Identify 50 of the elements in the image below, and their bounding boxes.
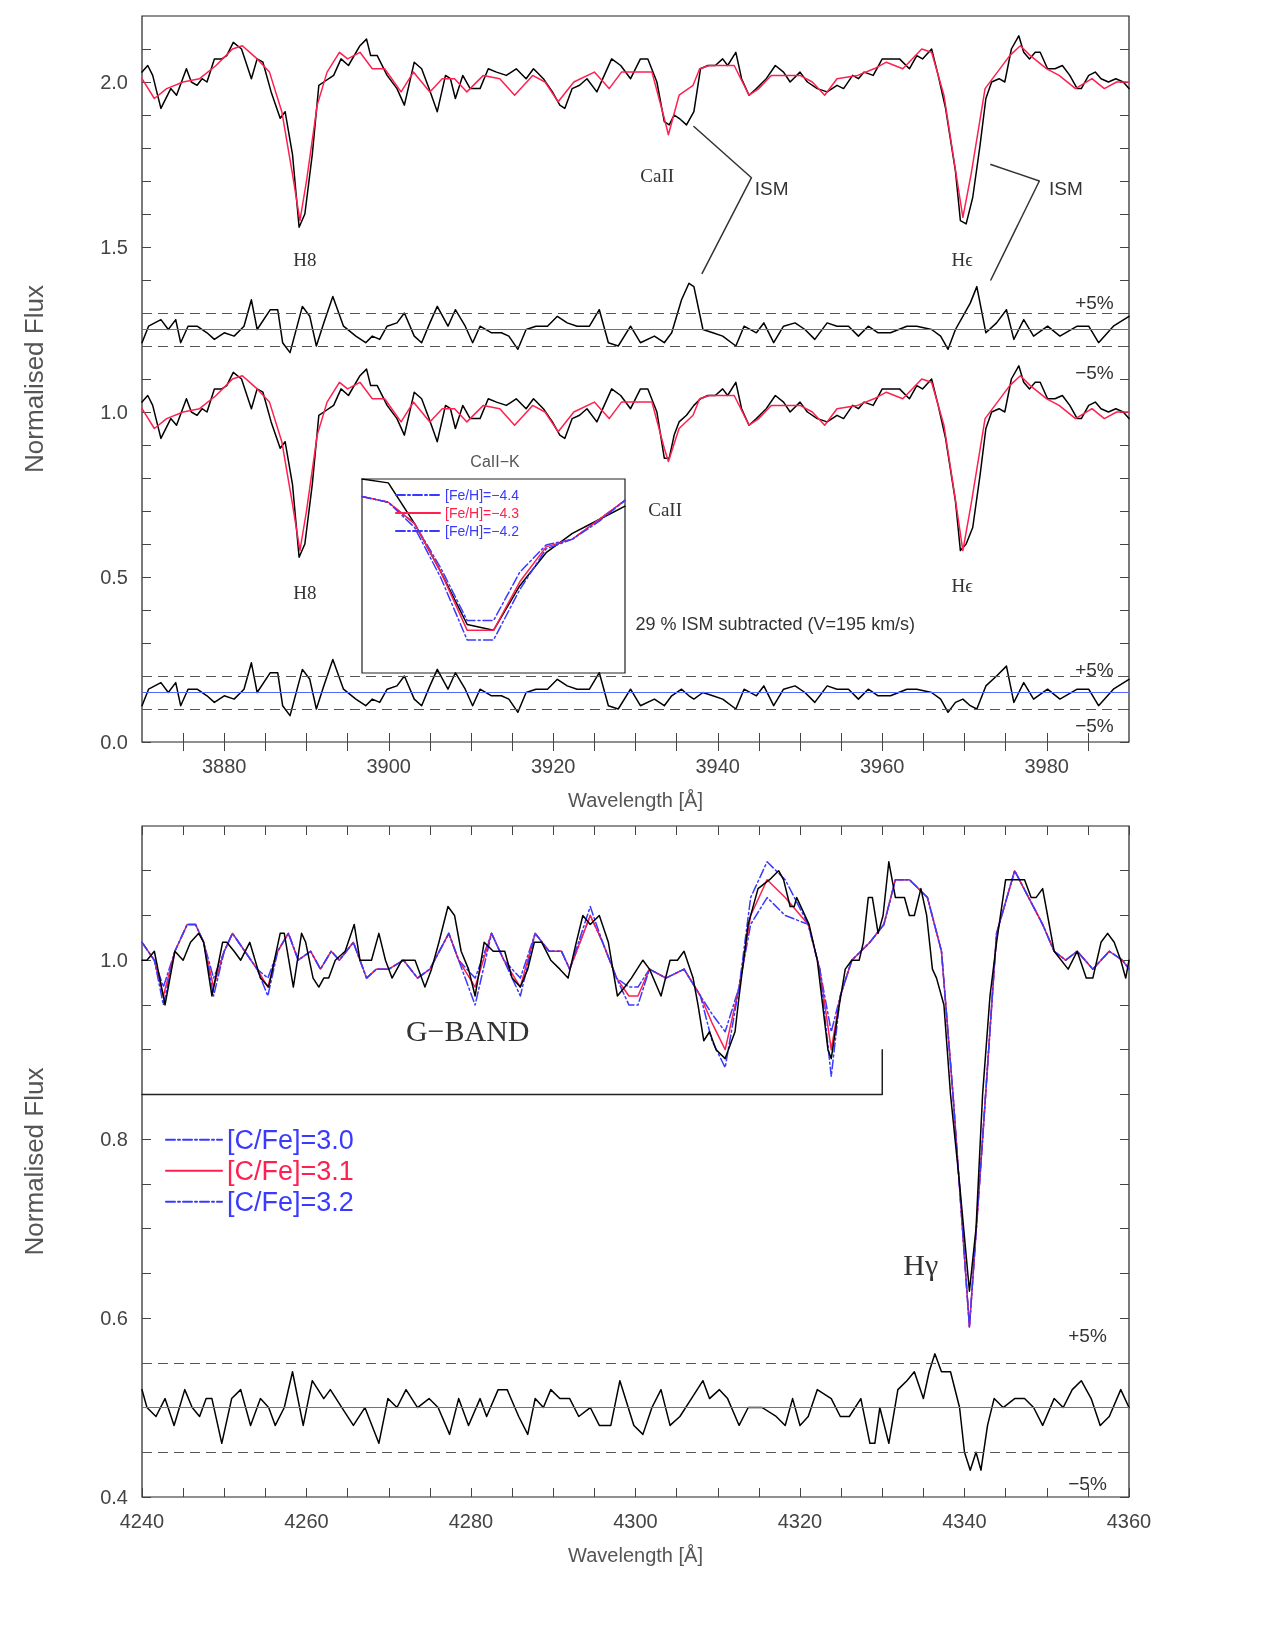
x-tick-label: 4280 bbox=[448, 1510, 494, 1532]
y-tick-label: 1.0 bbox=[100, 949, 128, 972]
y-tick-label: 0.5 bbox=[100, 566, 128, 588]
annotation: CaII bbox=[648, 498, 682, 520]
annotation: ISM bbox=[1048, 178, 1083, 200]
x-tick-label: 4340 bbox=[942, 1510, 987, 1532]
annotation: −5% bbox=[1075, 361, 1114, 383]
y-tick-label: 0.4 bbox=[100, 1486, 128, 1508]
y-tick-label: 0.0 bbox=[100, 731, 128, 753]
x-tick-label: 3900 bbox=[366, 755, 411, 777]
y-tick-label: 0.6 bbox=[100, 1307, 128, 1330]
x-tick-label: 3980 bbox=[1024, 755, 1069, 777]
x-tick-label: 4320 bbox=[777, 1510, 823, 1532]
y-tick-label: 1.5 bbox=[100, 236, 128, 258]
x-tick-label: 4240 bbox=[119, 1510, 165, 1532]
annotation: +5% bbox=[1075, 292, 1114, 314]
x-tick-label: 3960 bbox=[860, 755, 905, 777]
legend-label: [C/Fe]=3.0 bbox=[227, 1124, 354, 1155]
annotation: H8 bbox=[293, 581, 317, 603]
annotation: Hγ bbox=[903, 1247, 939, 1281]
x-tick-label: 3920 bbox=[531, 755, 576, 777]
x-axis-title: Wavelength [Å] bbox=[568, 1544, 703, 1566]
annotation: +5% bbox=[1068, 1325, 1107, 1347]
y-axis-title: Normalised Flux bbox=[19, 1067, 49, 1256]
x-axis-title: Wavelength [Å] bbox=[568, 789, 703, 811]
y-tick-label: 2.0 bbox=[100, 71, 128, 93]
x-tick-label: 4360 bbox=[1106, 1510, 1152, 1532]
legend-label: [C/Fe]=3.2 bbox=[227, 1186, 354, 1217]
annotation: +5% bbox=[1075, 658, 1114, 680]
annotation: Hϵ bbox=[951, 248, 974, 270]
y-axis-title: Normalised Flux bbox=[19, 285, 49, 473]
x-tick-label: 4300 bbox=[613, 1510, 658, 1532]
annotation: −5% bbox=[1075, 715, 1114, 737]
x-tick-label: 4260 bbox=[284, 1510, 329, 1532]
x-tick-label: 3880 bbox=[202, 755, 247, 777]
x-tick-label: 3940 bbox=[695, 755, 740, 777]
annotation: CaII bbox=[640, 165, 675, 187]
y-tick-label: 0.8 bbox=[100, 1128, 128, 1151]
legend-label: [Fe/H]=−4.2 bbox=[445, 523, 520, 539]
annotation: Hϵ bbox=[951, 575, 974, 597]
legend-label: [Fe/H]=−4.3 bbox=[445, 505, 520, 521]
annotation: H8 bbox=[293, 248, 317, 270]
chart-title: CaII−K bbox=[470, 452, 521, 470]
annotation: ISM bbox=[754, 178, 789, 200]
y-tick-label: 1.0 bbox=[100, 401, 128, 423]
annotation: 29 % ISM subtracted (V=195 km/s) bbox=[635, 614, 916, 635]
annotation: G−BAND bbox=[405, 1014, 530, 1048]
annotation: −5% bbox=[1068, 1473, 1107, 1495]
legend-label: [Fe/H]=−4.4 bbox=[445, 487, 520, 503]
legend-label: [C/Fe]=3.1 bbox=[227, 1155, 354, 1186]
